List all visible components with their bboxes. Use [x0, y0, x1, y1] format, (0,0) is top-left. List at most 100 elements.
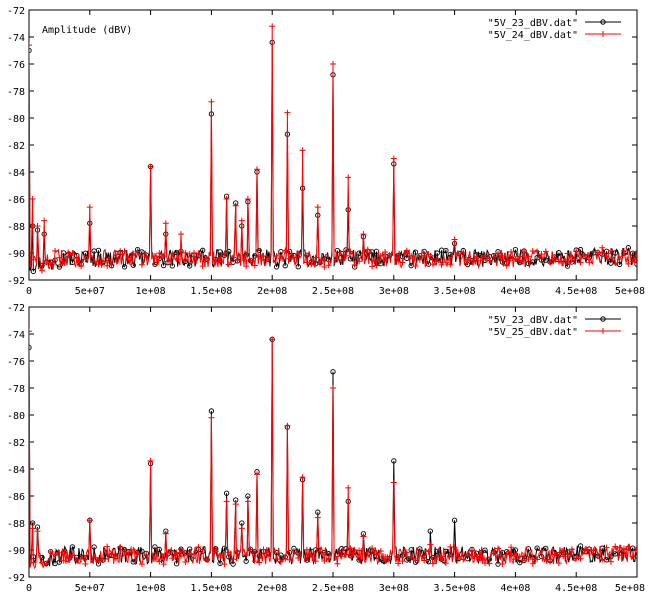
data-point	[551, 255, 558, 262]
data-point	[577, 259, 584, 266]
data-point	[95, 261, 102, 268]
data-point	[473, 255, 480, 262]
data-point	[625, 260, 632, 267]
data-point	[482, 547, 488, 553]
y-tick-label: -88	[7, 222, 25, 233]
data-point	[223, 196, 230, 202]
data-point	[134, 551, 141, 558]
data-point	[547, 558, 554, 565]
data-point	[69, 552, 76, 559]
data-point	[590, 248, 597, 255]
y-tick-label: -84	[7, 168, 25, 179]
data-point	[108, 551, 115, 558]
legend-label: "5V_24_dBV.dat"	[488, 30, 578, 41]
data-point	[187, 546, 193, 552]
series-markers	[29, 23, 637, 274]
data-point	[217, 560, 223, 567]
data-point	[43, 560, 50, 567]
data-point	[65, 249, 72, 256]
data-point	[425, 251, 432, 258]
data-point	[30, 256, 37, 263]
data-point	[208, 98, 215, 105]
data-point	[351, 261, 358, 268]
data-point	[594, 249, 601, 256]
data-point	[534, 556, 541, 563]
data-point	[347, 545, 354, 552]
data-point	[178, 553, 184, 560]
data-point	[39, 267, 46, 274]
data-point	[325, 556, 332, 563]
data-point	[360, 231, 367, 238]
y-tick-label: -86	[7, 195, 25, 206]
data-point	[252, 253, 258, 259]
data-point	[512, 556, 519, 563]
data-point	[312, 558, 319, 565]
y-tick-label: -78	[7, 87, 25, 98]
data-point	[603, 253, 610, 260]
data-point	[245, 493, 251, 499]
data-point	[599, 244, 606, 251]
data-point	[586, 551, 593, 558]
y-tick-label: -90	[7, 249, 25, 260]
data-point	[551, 551, 558, 558]
data-point	[386, 252, 393, 259]
data-point	[369, 263, 376, 270]
data-point	[495, 250, 502, 257]
data-point	[86, 204, 93, 211]
data-point	[60, 557, 67, 564]
data-point	[34, 223, 41, 229]
data-point	[282, 263, 288, 269]
data-point	[238, 525, 245, 532]
data-point	[254, 166, 260, 173]
data-point	[121, 248, 128, 255]
data-point	[630, 545, 636, 551]
data-point	[564, 263, 571, 269]
data-point	[299, 474, 306, 481]
data-point	[427, 528, 433, 534]
data-point	[251, 262, 258, 269]
data-point	[517, 559, 523, 566]
data-point	[482, 252, 488, 259]
x-tick-label: 2.5e+08	[312, 583, 354, 594]
x-tick-label: 1.5e+08	[190, 286, 232, 297]
data-point	[442, 560, 449, 567]
data-point	[243, 263, 250, 270]
data-point	[634, 547, 637, 554]
x-tick-label: 0	[26, 583, 32, 594]
data-point	[29, 344, 32, 351]
x-tick-label: 3.5e+08	[434, 286, 476, 297]
data-point	[547, 259, 554, 266]
data-point	[321, 264, 328, 271]
data-point	[573, 554, 580, 561]
data-point	[429, 560, 436, 567]
data-point	[508, 248, 515, 255]
data-point	[594, 552, 601, 559]
data-point	[455, 250, 462, 257]
data-point	[356, 250, 362, 256]
data-point	[156, 558, 163, 565]
data-point	[634, 256, 637, 263]
data-point	[169, 263, 175, 269]
data-point	[104, 262, 111, 269]
data-point	[95, 247, 102, 254]
data-point	[345, 174, 352, 181]
data-point	[173, 549, 180, 556]
data-point	[41, 217, 48, 224]
data-point	[243, 558, 249, 564]
data-point	[208, 414, 215, 421]
y-tick-label: -74	[7, 33, 25, 44]
data-point	[160, 253, 167, 260]
data-point	[234, 548, 241, 555]
data-point	[447, 261, 454, 268]
data-point	[399, 254, 406, 260]
data-point	[399, 558, 406, 565]
data-point	[620, 545, 627, 552]
data-point	[356, 547, 363, 554]
data-point	[143, 552, 150, 559]
data-point	[69, 250, 76, 257]
data-point	[91, 258, 98, 265]
data-point	[121, 548, 128, 555]
data-point	[178, 546, 184, 552]
y-tick-label: -86	[7, 492, 25, 503]
data-point	[282, 247, 289, 254]
